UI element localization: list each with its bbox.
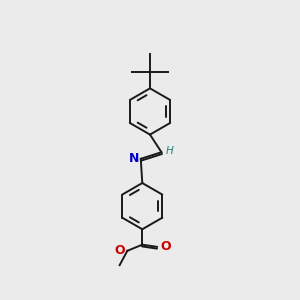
Text: O: O [114,244,125,257]
Text: O: O [160,240,170,254]
Text: N: N [129,152,140,165]
Text: H: H [165,146,173,156]
